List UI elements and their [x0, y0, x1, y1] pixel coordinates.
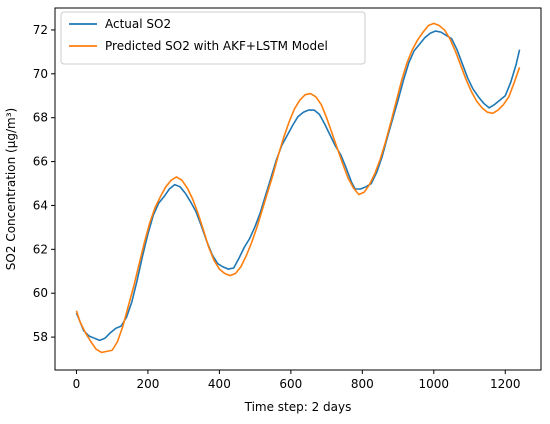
plot-area-frame [54, 7, 542, 371]
x-tick-label: 0 [73, 377, 81, 391]
y-axis: 58 60 62 64 66 68 70 72 [33, 23, 55, 344]
series-line-1 [75, 22, 521, 354]
y-tick-label: 60 [33, 286, 48, 300]
y-axis-label: SO2 Concentration (µg/m³) [4, 108, 18, 270]
series-line-0 [75, 30, 521, 342]
x-tick-label: 400 [208, 377, 231, 391]
legend: Actual SO2 Predicted SO2 with AKF+LSTM Mo… [60, 11, 366, 65]
x-axis: 0 200 400 600 800 1000 1200 [73, 370, 521, 391]
series-layer [75, 22, 521, 354]
x-tick-label: 600 [279, 377, 302, 391]
y-tick-label: 68 [33, 111, 48, 125]
x-tick-label: 1000 [419, 377, 450, 391]
x-tick-label: 200 [136, 377, 159, 391]
legend-box [60, 11, 366, 65]
y-tick-label: 70 [33, 67, 48, 81]
legend-label-0: Actual SO2 [105, 17, 171, 31]
x-tick-label: 1200 [490, 377, 521, 391]
legend-label-1: Predicted SO2 with AKF+LSTM Model [105, 39, 328, 53]
y-tick-label: 64 [33, 198, 48, 212]
y-tick-label: 72 [33, 23, 48, 37]
y-tick-label: 62 [33, 242, 48, 256]
x-axis-label: Time step: 2 days [244, 400, 352, 414]
y-tick-label: 58 [33, 330, 48, 344]
y-tick-label: 66 [33, 155, 48, 169]
x-tick-label: 800 [351, 377, 374, 391]
